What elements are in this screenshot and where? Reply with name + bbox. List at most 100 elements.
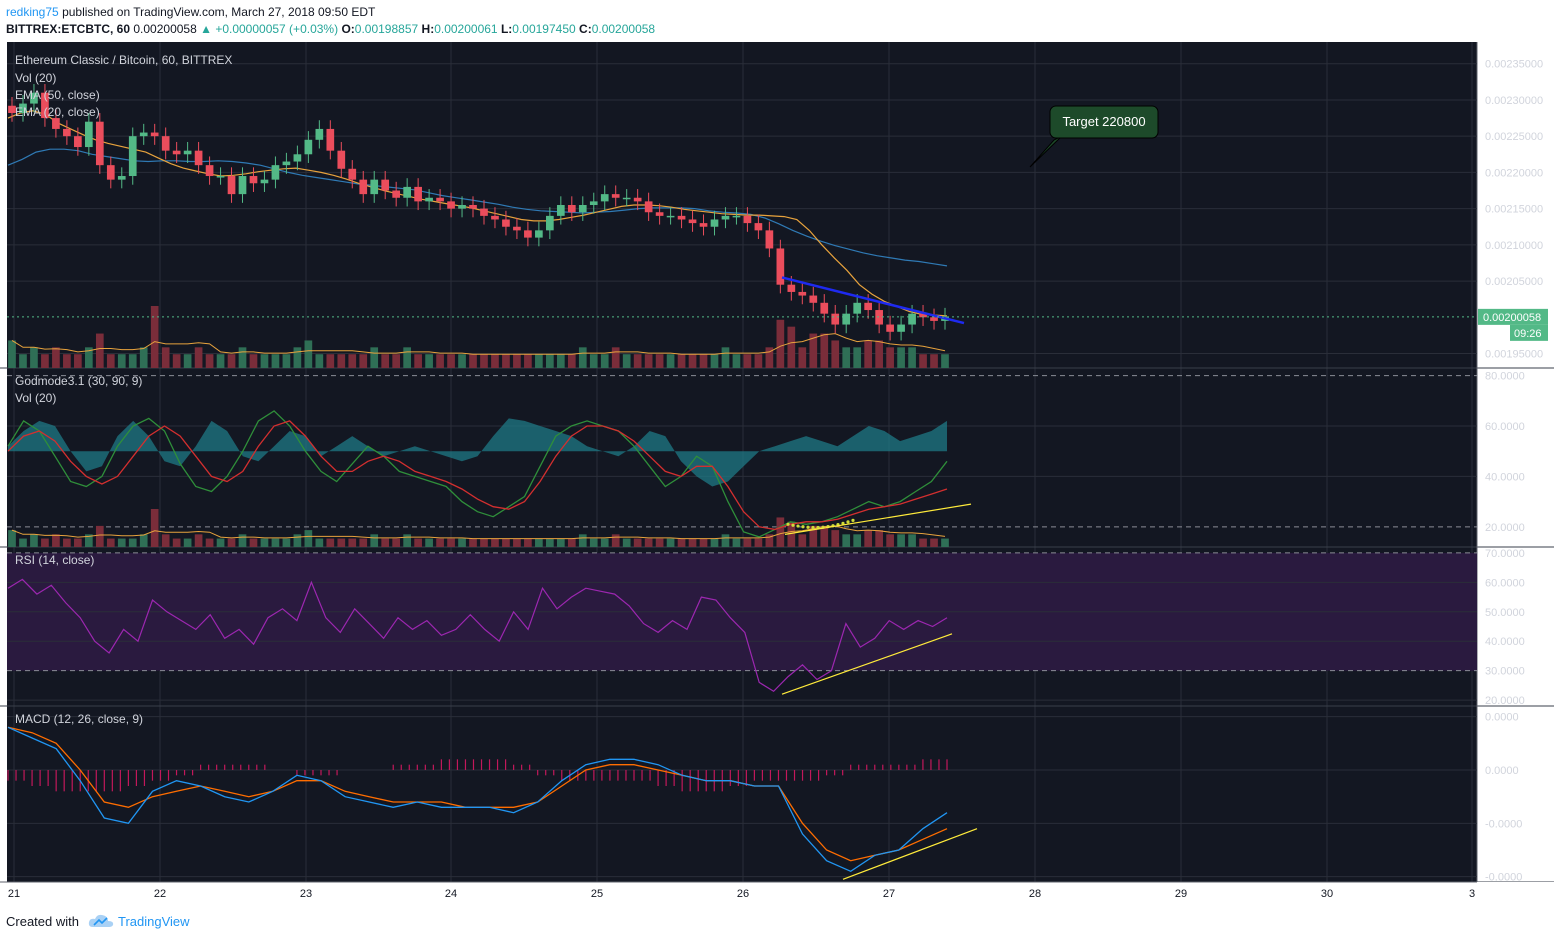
candle-body [776, 248, 785, 285]
candle-body [853, 302, 862, 314]
volume-bar [502, 354, 510, 368]
volume-bar [150, 306, 159, 368]
candle-body [864, 302, 873, 311]
author-link[interactable]: redking75 [6, 5, 59, 19]
godmode-volume-bar [567, 538, 576, 547]
godmode-volume-bar [469, 538, 477, 547]
candle-body [908, 313, 916, 325]
candle-body [875, 310, 883, 325]
rsi-legend: RSI (14, close) [15, 553, 94, 567]
volume-bar [337, 354, 346, 368]
godmode-volume-bar [699, 538, 708, 547]
price-legend-item: EMA (20, close) [15, 105, 100, 119]
volume-bar [315, 354, 324, 368]
volume-bar [897, 347, 905, 368]
godmode-signal-dot [806, 525, 810, 529]
volume-bar [765, 347, 774, 368]
godmode-volume-bar [95, 525, 104, 547]
volume-bar [161, 347, 170, 368]
volume-bar [447, 354, 455, 368]
tradingview-cloud-icon[interactable] [88, 913, 114, 929]
volume-bar [304, 340, 313, 368]
candle-body [644, 201, 653, 213]
tradingview-link[interactable]: TradingView [118, 914, 190, 929]
godmode-volume-bar [315, 538, 324, 547]
volume-bar [919, 354, 927, 368]
volume-bar [84, 347, 93, 368]
godmode-volume-bar [19, 538, 27, 547]
volume-bar [95, 333, 104, 368]
volume-bar [776, 319, 785, 368]
volume-bar [436, 354, 444, 368]
godmode-trendline [784, 503, 972, 535]
godmode-volume-bar [732, 538, 741, 547]
godmode-volume-bar [611, 534, 620, 547]
candle-body [765, 230, 774, 249]
countdown-badge [1510, 324, 1548, 341]
godmode-volume-bar [546, 538, 554, 547]
godmode-volume-bar [293, 534, 302, 547]
candle-body [30, 92, 38, 104]
godmode-volume-bar [227, 538, 236, 547]
godmode-volume-bar [414, 538, 422, 547]
resistance-trendline [781, 276, 965, 325]
volume-bar [8, 340, 16, 368]
candle-body [95, 121, 104, 166]
godmode-volume-bar [337, 538, 346, 547]
price-legend-item: EMA (50, close) [15, 88, 100, 102]
candle-body [535, 230, 543, 238]
candle-body [524, 230, 532, 238]
candle-body [930, 317, 938, 321]
volume-bar [425, 354, 433, 368]
volume-bar [589, 354, 598, 368]
volume-bar [458, 354, 466, 368]
candle-body [633, 197, 642, 202]
created-with-text: Created with [6, 914, 79, 929]
last-price: 0.00200058 [133, 22, 197, 36]
chart-header: redking75 published on TradingView.com, … [0, 0, 1554, 42]
candle-body [699, 223, 708, 227]
godmode-volume-bar [864, 530, 873, 547]
candle-body [677, 215, 686, 220]
macd-tick-label: 0.0000 [1485, 765, 1519, 777]
godmode-volume-bar [271, 538, 280, 547]
chart-canvas[interactable]: 0.00235000 0.00230000 0.00225000 0.00220000… [0, 42, 1554, 903]
published-text: published on TradingView.com, March 27, … [62, 5, 376, 19]
ema20-line [7, 110, 948, 317]
volume-bar [930, 354, 938, 368]
candle-body [469, 205, 477, 209]
price-tick-label: 0.00230000 [1485, 95, 1543, 107]
godmode-volume-bar [392, 538, 401, 547]
volume-bar [809, 333, 818, 368]
volume-bar [941, 354, 949, 368]
volume-bar [469, 354, 477, 368]
volume-bar [633, 354, 642, 368]
macd-line [7, 726, 948, 873]
godmode-volume-bar [139, 534, 148, 547]
rsi-tick-label: 70.0000 [1485, 548, 1525, 560]
godmode-volume-bar [875, 530, 883, 547]
volume-bar [787, 326, 796, 368]
godmode-volume-bar [754, 538, 763, 547]
chart-title: Ethereum Classic / Bitcoin, 60, BITTREX [15, 53, 232, 67]
godmode-volume-bar [183, 538, 192, 547]
candle-body [84, 121, 93, 148]
godmode-volume-bar [52, 534, 60, 547]
godmode-tick-label: 40.0000 [1485, 471, 1525, 483]
godmode-volume-bar [381, 538, 390, 547]
godmode-signal-dot [851, 518, 855, 522]
volume-bar [381, 354, 390, 368]
godmode-volume-bar [842, 534, 851, 547]
godmode-signal-dot [791, 523, 795, 527]
godmode-volume-bar [688, 538, 697, 547]
godmode-volume-bar [677, 538, 686, 547]
candle-body [546, 215, 554, 231]
time-axis-bg [0, 882, 1554, 903]
low-value: 0.00197450 [512, 22, 576, 36]
godmode-signal-dot [811, 525, 815, 530]
ohlc-bar: BITTREX:ETCBTC, 60 0.00200058 ▲ +0.00000… [6, 22, 655, 36]
volume-bar [578, 347, 587, 368]
godmode-volume-bar [721, 534, 730, 547]
godmode-volume-bar [513, 538, 521, 547]
time-tick-label: 23 [300, 888, 312, 900]
